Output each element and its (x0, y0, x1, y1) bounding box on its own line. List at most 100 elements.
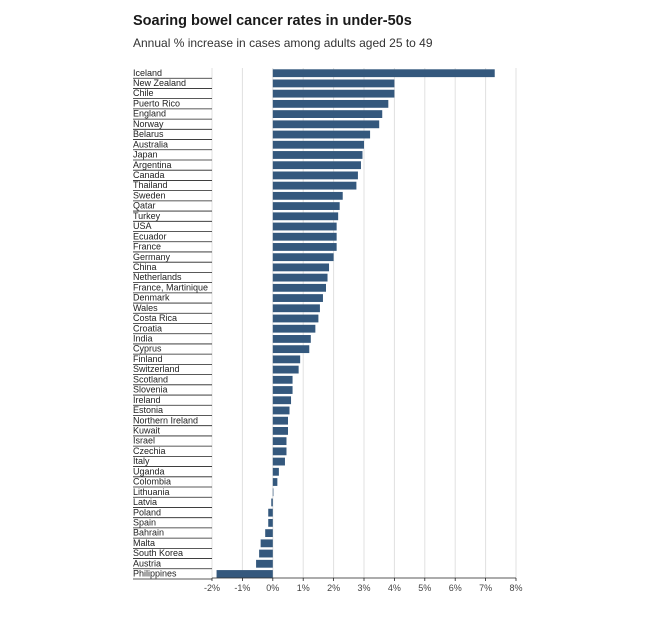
country-label: Japan (133, 150, 158, 160)
country-label: Ecuador (133, 231, 167, 241)
country-label: Czechia (133, 446, 166, 456)
country-label: Australia (133, 139, 168, 149)
bar-usa (272, 222, 337, 231)
bar-kuwait (272, 427, 288, 435)
bar-israel (272, 437, 287, 446)
country-label: Israel (133, 436, 155, 446)
country-label: France (133, 242, 161, 252)
bar-iceland (272, 69, 495, 78)
bar-austria (256, 559, 273, 568)
country-label: India (133, 334, 153, 344)
country-label: Northern Ireland (133, 415, 198, 425)
bar-northern-ireland (272, 416, 288, 425)
country-label: Thailand (133, 180, 168, 190)
x-tick-label: 6% (449, 583, 462, 593)
country-label: Spain (133, 517, 156, 527)
x-tick-label: 0% (266, 583, 279, 593)
country-label: China (133, 262, 157, 272)
bar-costa-rica (272, 314, 319, 323)
country-label: Norway (133, 119, 164, 129)
country-label: Uganda (133, 466, 165, 476)
x-tick-label: 7% (479, 583, 492, 593)
country-label: Croatia (133, 323, 162, 333)
bar-scotland (272, 375, 293, 384)
bar-colombia (272, 478, 278, 486)
country-label: Belarus (133, 129, 164, 139)
bar-japan (272, 151, 363, 159)
bar-spain (268, 518, 273, 527)
bar-malta (260, 539, 273, 548)
bar-qatar (272, 202, 340, 210)
country-label: Argentina (133, 160, 172, 170)
bar-belarus (272, 130, 371, 139)
bar-ecuador (272, 232, 337, 241)
country-label: Malta (133, 538, 155, 548)
country-label: Bahrain (133, 528, 164, 538)
bar-sweden (272, 191, 343, 200)
chart-subtitle: Annual % increase in cases among adults … (133, 36, 433, 50)
x-tick-label: 8% (509, 583, 522, 593)
bar-france-martinique (272, 283, 326, 292)
bar-thailand (272, 181, 357, 190)
bar-india (272, 335, 311, 343)
country-label: Poland (133, 507, 161, 517)
bar-lithuania (272, 488, 274, 497)
bar-new-zealand (272, 79, 395, 88)
country-label: Sweden (133, 190, 166, 200)
country-label: France, Martinique (133, 282, 208, 292)
country-label: Philippines (133, 569, 177, 579)
bar-finland (272, 355, 301, 364)
chart-title: Soaring bowel cancer rates in under-50s (133, 13, 412, 29)
country-label: Kuwait (133, 426, 161, 436)
country-label: Slovenia (133, 385, 168, 395)
bar-canada (272, 171, 358, 180)
bar-philippines (216, 570, 273, 578)
bar-norway (272, 120, 380, 129)
bar-china (272, 263, 330, 272)
bar-turkey (272, 212, 339, 221)
x-tick-label: 2% (327, 583, 340, 593)
bar-chile (272, 89, 395, 98)
x-tick-label: 3% (357, 583, 370, 593)
x-tick-label: 4% (388, 583, 401, 593)
country-label: Turkey (133, 211, 161, 221)
country-label: Lithuania (133, 487, 170, 497)
x-tick-label: -1% (234, 583, 250, 593)
bar-puerto-rico (272, 99, 389, 108)
bar-italy (272, 457, 285, 466)
country-label: Colombia (133, 477, 171, 487)
country-label: Qatar (133, 201, 156, 211)
country-label: Austria (133, 558, 161, 568)
country-label: Germany (133, 252, 171, 262)
bar-denmark (272, 294, 323, 302)
country-label: Italy (133, 456, 150, 466)
country-label: Wales (133, 303, 158, 313)
country-label: Chile (133, 88, 154, 98)
bar-croatia (272, 324, 316, 333)
country-label: New Zealand (133, 78, 186, 88)
x-tick-label: -2% (204, 583, 220, 593)
bar-wales (272, 304, 320, 313)
bar-ireland (272, 396, 292, 405)
country-label: Ireland (133, 395, 161, 405)
bar-latvia (271, 498, 273, 507)
country-label: USA (133, 221, 152, 231)
country-label: Costa Rica (133, 313, 177, 323)
country-label: Netherlands (133, 272, 182, 282)
country-label: Canada (133, 170, 165, 180)
bar-estonia (272, 406, 290, 415)
bar-slovenia (272, 386, 293, 394)
country-label: Estonia (133, 405, 163, 415)
bar-england (272, 110, 383, 118)
bar-czechia (272, 447, 287, 456)
country-label: Iceland (133, 68, 162, 78)
country-label: Cyprus (133, 344, 162, 354)
bar-netherlands (272, 273, 328, 282)
bar-uganda (272, 467, 279, 476)
country-label: England (133, 109, 166, 119)
bar-cyprus (272, 345, 310, 354)
country-label: Denmark (133, 293, 170, 303)
bar-bahrain (265, 529, 273, 538)
bar-germany (272, 253, 334, 262)
